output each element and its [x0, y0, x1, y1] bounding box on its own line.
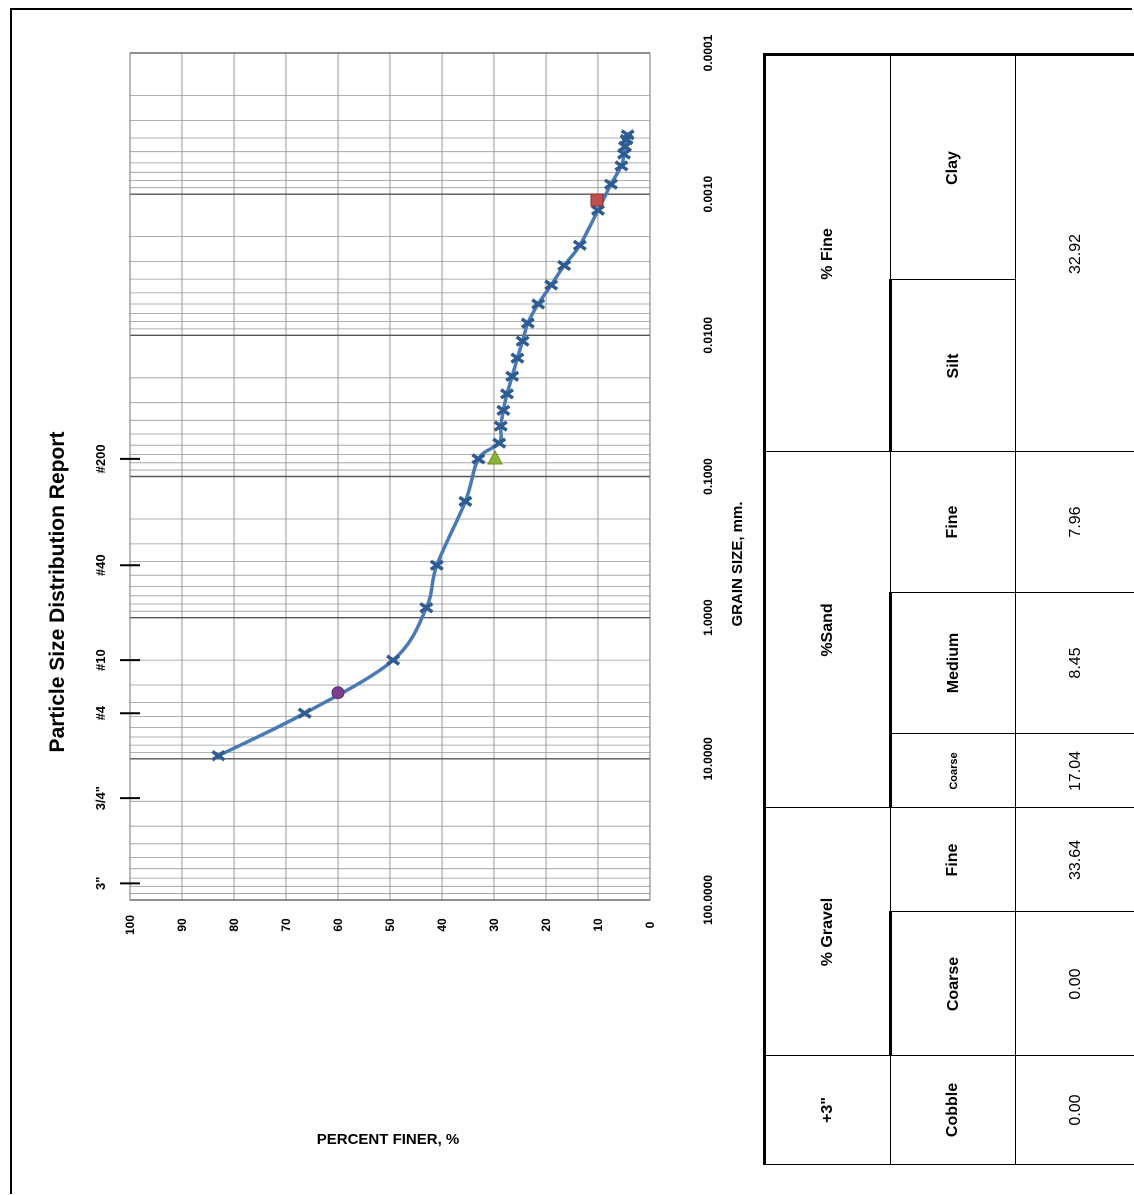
sieve-label: #10 — [93, 649, 108, 671]
sieve-label: 3/4" — [93, 786, 108, 810]
header-gravel: % Gravel — [818, 897, 836, 966]
sieve-label: #4 — [93, 705, 108, 720]
data-point — [496, 404, 511, 416]
label-clay: Clay — [944, 150, 961, 185]
plot-border — [129, 52, 651, 901]
y-tick-label: 50 — [383, 918, 397, 932]
label-gravel-fine: Fine — [944, 843, 961, 876]
label-silt: Silt — [944, 353, 962, 378]
page-frame — [10, 8, 1132, 1194]
y-tick-label: 40 — [435, 918, 449, 932]
x-tick-label: 10.0000 — [701, 737, 715, 781]
data-point — [620, 129, 635, 141]
value-sand-medium: 8.45 — [1066, 647, 1084, 679]
data-point — [510, 352, 525, 364]
data-point — [297, 707, 312, 719]
label-cobble: Cobble — [944, 1082, 961, 1138]
marker-circle — [331, 686, 345, 700]
data-point — [493, 420, 508, 432]
data-point — [429, 559, 444, 571]
marker-square — [590, 193, 604, 207]
data-point — [590, 204, 606, 216]
data-point — [531, 298, 546, 310]
data-point — [211, 750, 226, 762]
data-point — [614, 160, 629, 172]
header-plus3: +3" — [819, 1097, 836, 1123]
y-tick-label: 0 — [643, 921, 657, 928]
x-tick-label: 0.1000 — [701, 458, 715, 495]
data-point — [515, 335, 530, 347]
data-point — [557, 259, 572, 272]
y-tick-label: 20 — [539, 918, 553, 932]
y-axis-label: PERCENT FINER, % — [317, 1131, 460, 1148]
data-point — [492, 437, 507, 449]
grain-size-chart: Particle Size Distribution Report GRAIN … — [46, 34, 746, 1148]
sieve-label: #40 — [93, 554, 108, 576]
x-tick-label: 0.0010 — [701, 175, 715, 212]
y-tick-label: 70 — [279, 918, 293, 932]
x-tick-label: 0.0100 — [701, 317, 715, 354]
value-gravel-coarse: 0.00 — [1066, 967, 1084, 1000]
sieve-label: #200 — [93, 444, 108, 473]
y-tick-label: 60 — [331, 918, 345, 932]
data-point — [572, 239, 587, 251]
value-sand-coarse: 17.04 — [1066, 750, 1084, 791]
y-tick-label: 100 — [123, 915, 137, 935]
x-tick-label: 0.0001 — [701, 34, 715, 71]
data-point — [419, 602, 434, 614]
data-point — [603, 178, 619, 190]
classification-table: % Fine Clay 32.92 Silt %Sand Fine 7.96 M… — [763, 53, 1134, 1165]
x-tick-label: 100.0000 — [701, 875, 715, 925]
label-sand-coarse: Coarse — [947, 751, 960, 790]
label-gravel-coarse: Coarse — [944, 956, 962, 1011]
data-point — [505, 370, 520, 382]
x-tick-label: 1.0000 — [701, 599, 715, 636]
value-fines: 32.92 — [1066, 233, 1084, 274]
y-tick-label: 90 — [175, 918, 189, 932]
data-point — [458, 495, 473, 507]
data-point — [499, 388, 515, 400]
value-sand-fine: 7.96 — [1066, 506, 1084, 538]
data-point — [544, 279, 559, 291]
value-gravel-fine: 33.64 — [1066, 839, 1084, 880]
x-axis-label: GRAIN SIZE, mm. — [729, 501, 746, 626]
sieve-label: 3" — [93, 877, 108, 890]
y-tick-label: 80 — [227, 918, 241, 932]
label-sand-medium: Medium — [944, 632, 962, 694]
chart-title: Particle Size Distribution Report — [46, 432, 69, 753]
data-point — [471, 453, 486, 465]
data-point — [520, 317, 535, 329]
header-fine: % Fine — [818, 227, 836, 280]
marker-triangle — [487, 449, 503, 465]
data-point — [386, 654, 401, 666]
label-sand-fine: Fine — [944, 505, 961, 539]
header-sand: %Sand — [818, 602, 836, 657]
y-tick-label: 10 — [591, 918, 605, 932]
y-tick-label: 30 — [487, 918, 501, 932]
value-cobble: 0.00 — [1066, 1094, 1084, 1126]
